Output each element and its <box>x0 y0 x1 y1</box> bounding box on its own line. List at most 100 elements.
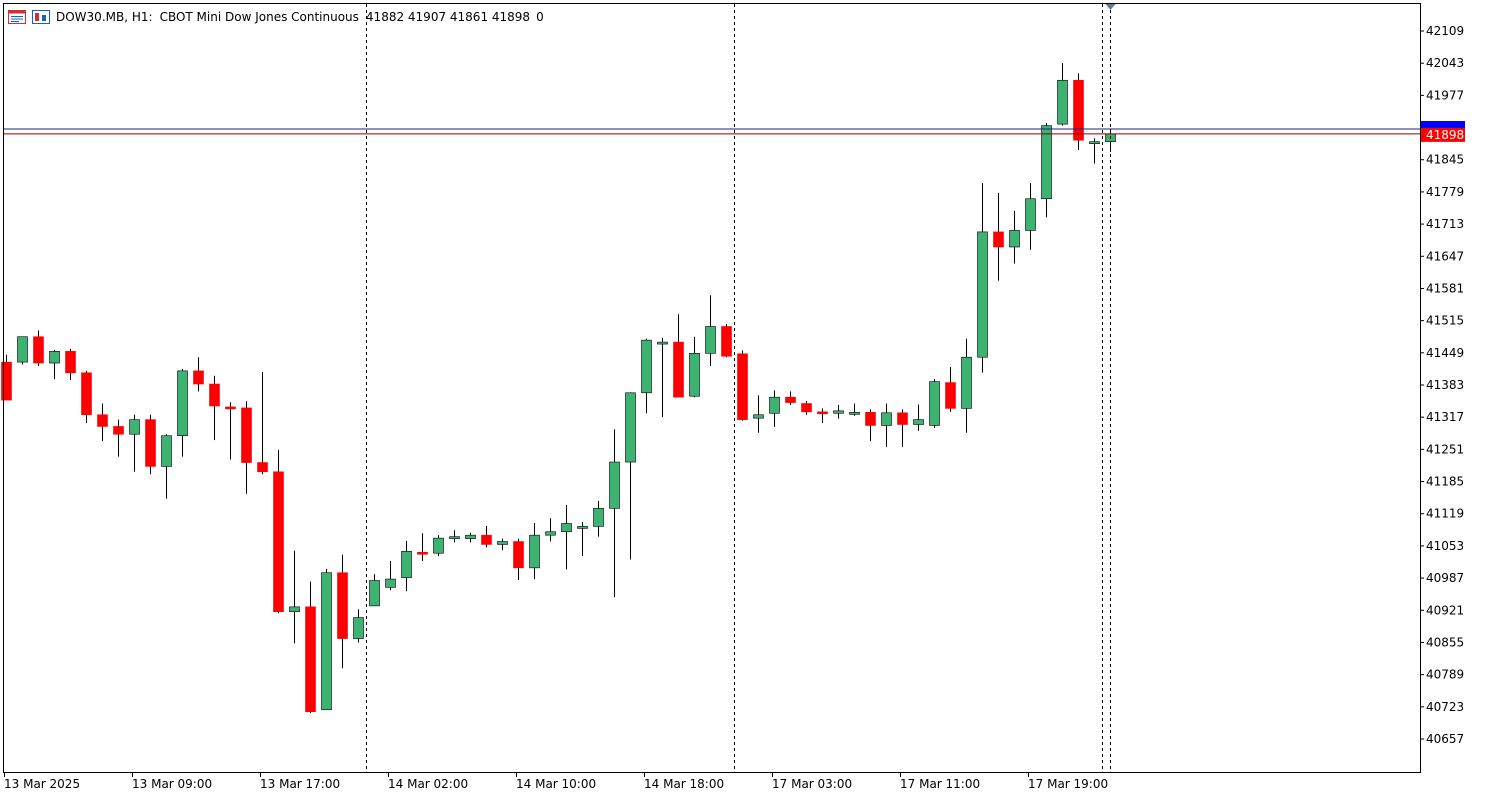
candle[interactable] <box>241 401 252 494</box>
candle[interactable] <box>993 192 1004 281</box>
time-tick-label: 14 Mar 02:00 <box>388 777 468 791</box>
candle[interactable] <box>1073 73 1084 150</box>
bear-candle-body <box>97 414 108 427</box>
candle[interactable] <box>1025 183 1036 250</box>
bear-candle-body <box>257 462 268 473</box>
candle[interactable] <box>657 337 668 418</box>
candle[interactable] <box>49 349 60 380</box>
chart-window-icon[interactable] <box>8 10 26 24</box>
candle[interactable] <box>721 324 732 358</box>
bull-candle-body <box>849 412 860 415</box>
candle[interactable] <box>481 525 492 548</box>
candle[interactable] <box>1009 210 1020 264</box>
bear-candle-body <box>225 406 236 410</box>
candle[interactable] <box>593 501 604 537</box>
candle[interactable] <box>785 391 796 405</box>
candle[interactable] <box>417 533 428 562</box>
price-tick-label: 42109 <box>1426 24 1464 38</box>
bear-candle-body <box>737 353 748 420</box>
candle[interactable] <box>17 336 28 365</box>
bull-candle-body <box>385 578 396 588</box>
candle[interactable] <box>97 403 108 442</box>
candle[interactable] <box>769 390 780 427</box>
candle[interactable] <box>145 414 156 475</box>
candle[interactable] <box>865 409 876 442</box>
candle[interactable] <box>305 581 316 714</box>
candle[interactable] <box>161 434 172 499</box>
candle[interactable] <box>497 538 508 551</box>
candle[interactable] <box>113 419 124 457</box>
candle[interactable] <box>369 574 380 607</box>
bull-candle-body <box>369 580 380 607</box>
candle[interactable] <box>177 368 188 457</box>
candle[interactable] <box>401 541 412 592</box>
candle[interactable] <box>641 338 652 414</box>
bear-candle-body <box>1073 79 1084 141</box>
candle[interactable] <box>209 375 220 441</box>
candle[interactable] <box>129 414 140 472</box>
price-axis: 42109 42043 41977 41845 41779 41713 41647 41581… <box>1420 24 1465 746</box>
candles-layer <box>1 63 1116 714</box>
time-tick-label: 14 Mar 18:00 <box>644 777 724 791</box>
candle[interactable] <box>929 379 940 428</box>
candle[interactable] <box>65 348 76 381</box>
bear-candle-body <box>305 606 316 712</box>
candle[interactable] <box>609 429 620 598</box>
candle[interactable] <box>817 408 828 424</box>
candle[interactable] <box>385 561 396 591</box>
candle[interactable] <box>353 609 364 643</box>
price-tick-label: 40723 <box>1426 700 1464 714</box>
candle[interactable] <box>577 522 588 557</box>
price-tick-label: 40921 <box>1426 603 1464 617</box>
price-tick-label: 41251 <box>1426 442 1464 456</box>
candle[interactable] <box>945 366 956 412</box>
candle[interactable] <box>673 314 684 398</box>
candle[interactable] <box>1 354 12 401</box>
candle[interactable] <box>705 295 716 366</box>
candle[interactable] <box>529 522 540 580</box>
candle[interactable] <box>625 392 636 560</box>
candle[interactable] <box>977 183 988 373</box>
candle[interactable] <box>1089 138 1100 164</box>
candle[interactable] <box>737 350 748 421</box>
bull-candle-body <box>465 534 476 539</box>
bull-candle-body <box>497 541 508 545</box>
candle[interactable] <box>881 403 892 447</box>
candle[interactable] <box>289 550 300 644</box>
bull-candle-body <box>49 351 60 364</box>
candle[interactable] <box>753 395 764 433</box>
candle[interactable] <box>321 568 332 711</box>
bull-candle-body <box>161 435 172 467</box>
candle[interactable] <box>337 554 348 669</box>
candle[interactable] <box>449 530 460 543</box>
candle[interactable] <box>257 371 268 475</box>
bear-candle-body <box>113 426 124 435</box>
candle[interactable] <box>849 403 860 416</box>
candle[interactable] <box>545 518 556 542</box>
candle[interactable] <box>913 404 924 431</box>
candle[interactable] <box>33 330 44 366</box>
candle[interactable] <box>513 538 524 581</box>
bull-candle-body <box>321 572 332 711</box>
candle[interactable] <box>1041 123 1052 218</box>
symbol-trade-icon[interactable] <box>32 10 50 24</box>
bull-candle-body <box>753 414 764 419</box>
candle[interactable] <box>433 535 444 557</box>
candle[interactable] <box>833 404 844 419</box>
candle[interactable] <box>961 338 972 433</box>
bear-candle-body <box>817 411 828 415</box>
candle[interactable] <box>81 370 92 424</box>
candle[interactable] <box>193 357 204 392</box>
candle[interactable] <box>689 336 700 398</box>
candle[interactable] <box>465 532 476 543</box>
candle[interactable] <box>1057 63 1068 126</box>
candle[interactable] <box>897 409 908 447</box>
candle[interactable] <box>561 504 572 570</box>
time-tick-label: 17 Mar 03:00 <box>772 777 852 791</box>
candle[interactable] <box>273 449 284 614</box>
bull-candle-body <box>977 231 988 358</box>
candle[interactable] <box>801 401 812 415</box>
candle[interactable] <box>225 402 236 460</box>
